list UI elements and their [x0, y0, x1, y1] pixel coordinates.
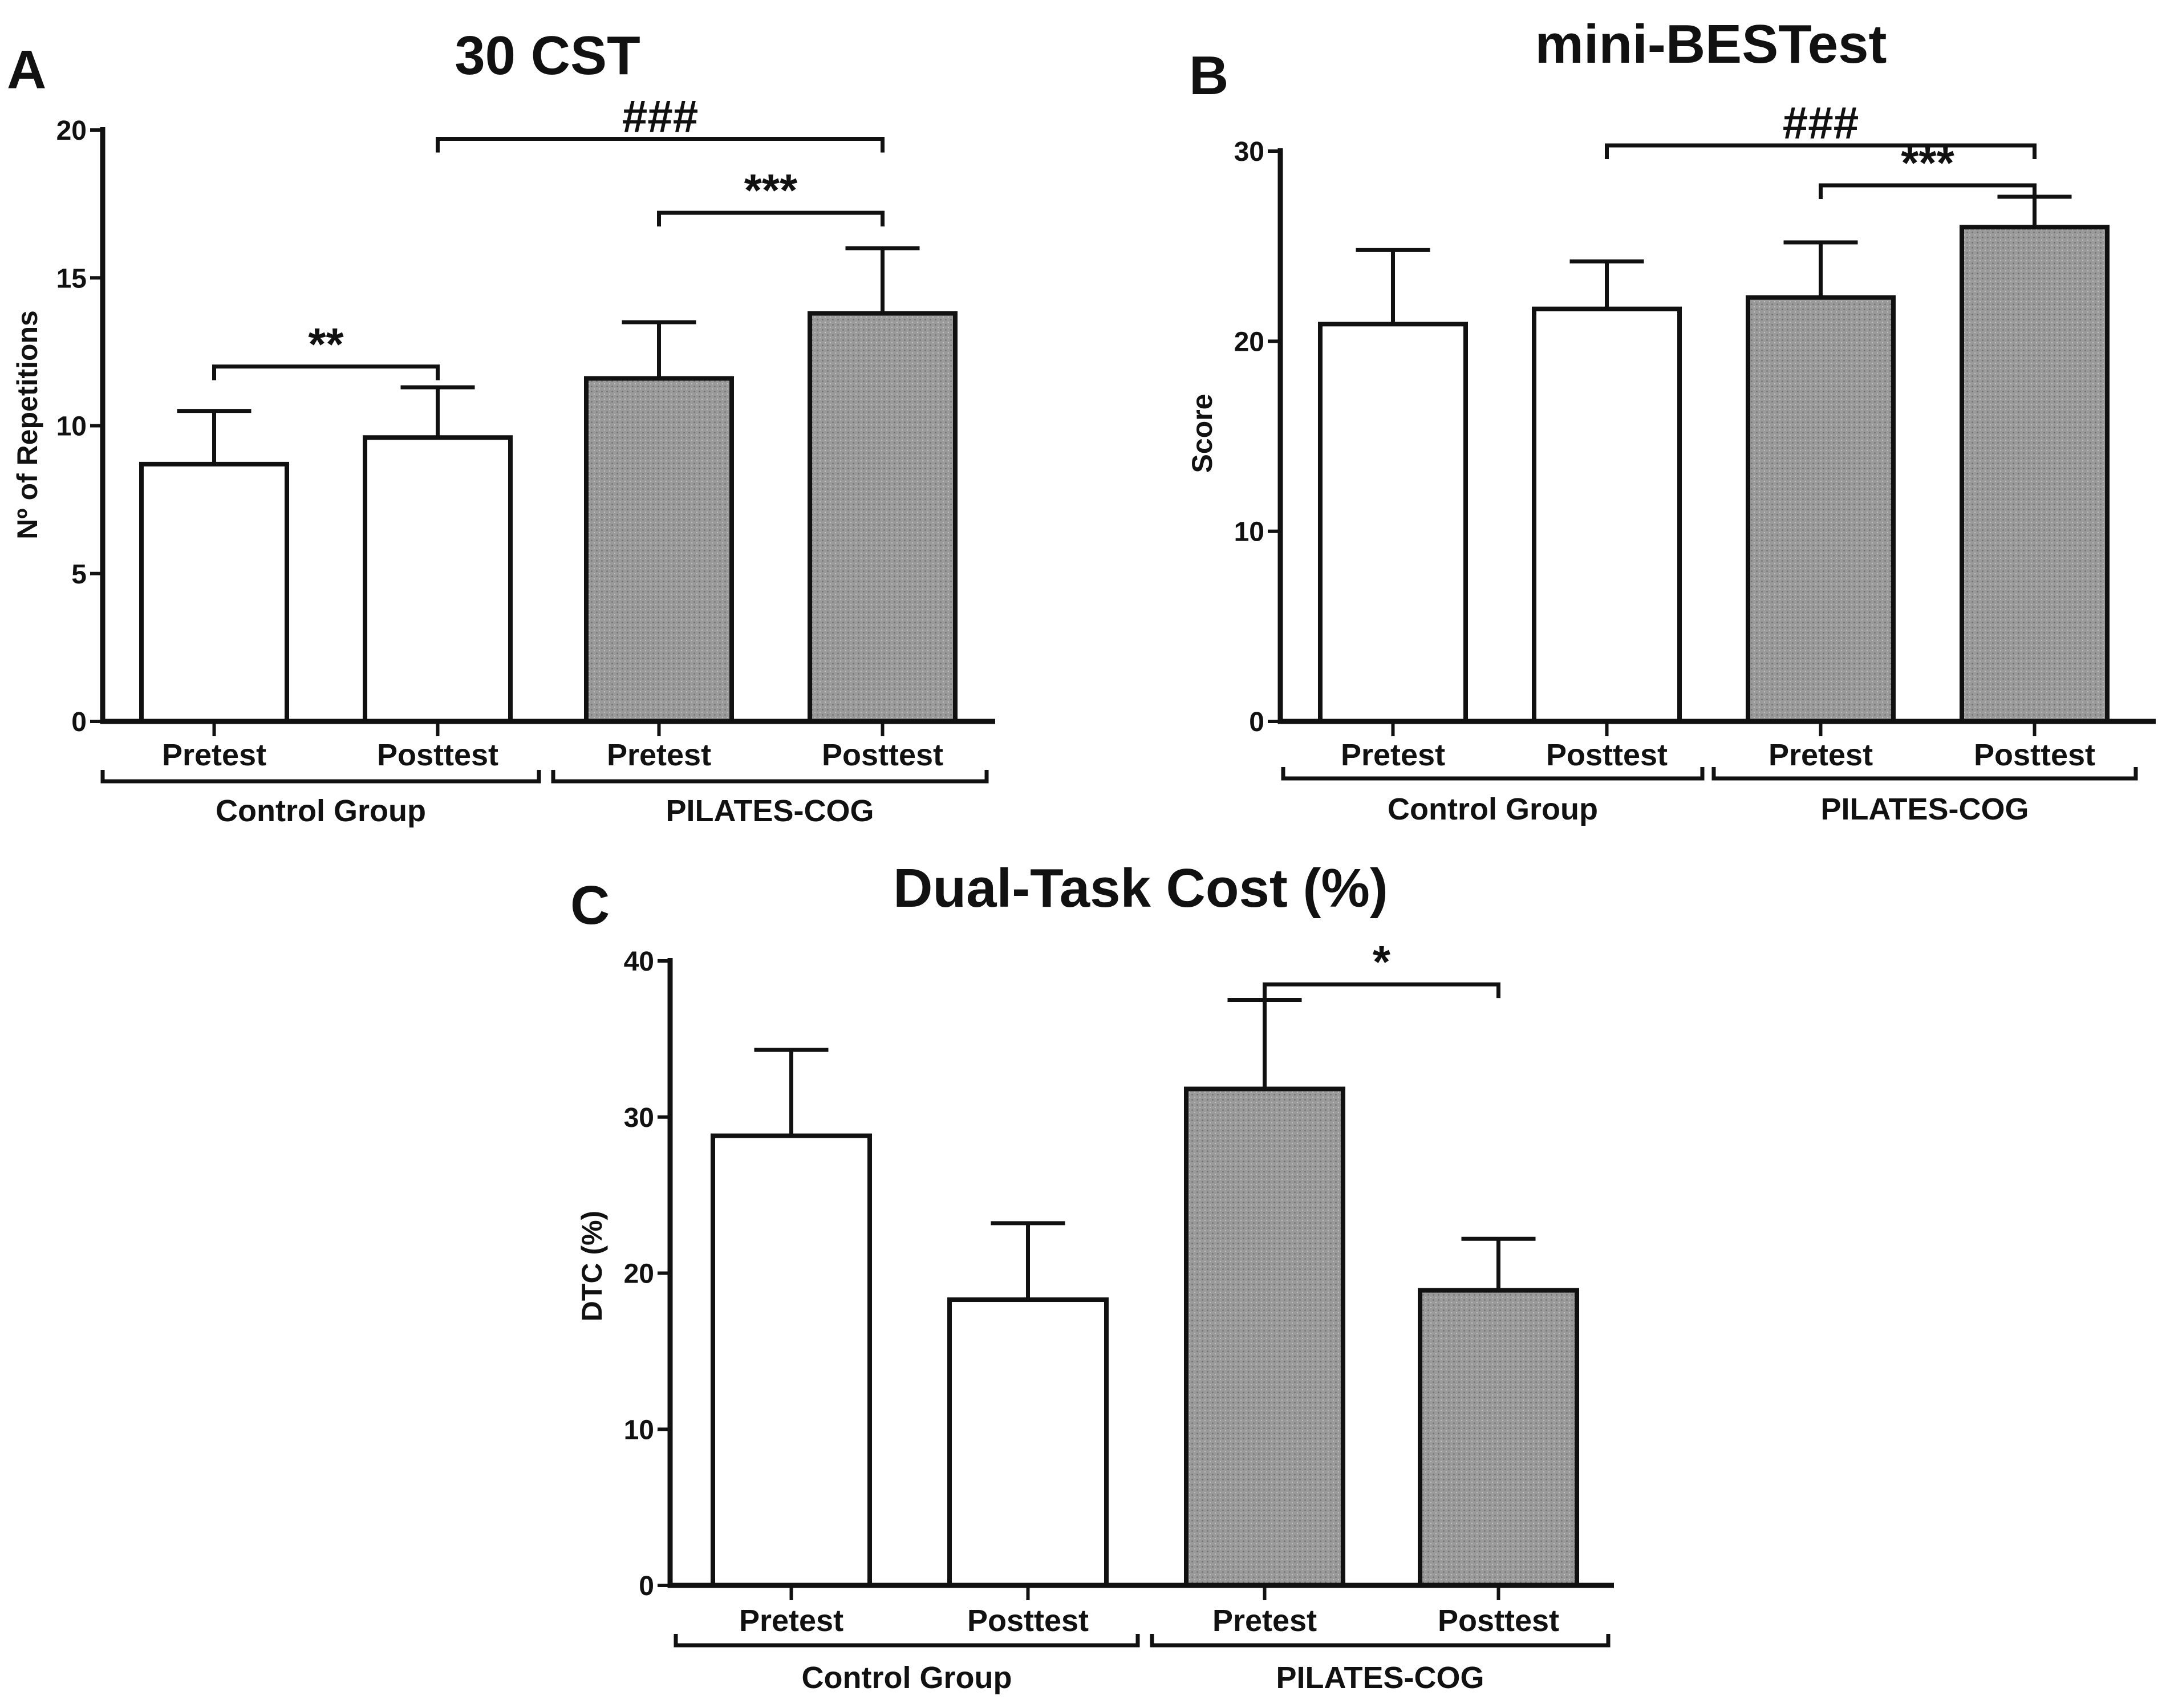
- significance-label: ###: [622, 91, 698, 142]
- x-tick-label: Posttest: [1974, 738, 2095, 772]
- bar: [365, 437, 510, 721]
- bar: [1420, 1291, 1577, 1585]
- figure-canvas: A 30 CST Nº of Repetitions 0 5 10 15 20 Prete…: [0, 0, 2162, 1708]
- panel-b-minibestest: B mini-BESTest Score 0 10 20 30 Pretest Postt…: [1186, 14, 2156, 826]
- y-tick-label: 10: [1234, 517, 1264, 547]
- y-axis-label: Nº of Repetitions: [11, 310, 43, 539]
- significance-label: ###: [1783, 98, 1859, 148]
- panel-letter-c: C: [570, 875, 610, 936]
- y-axis-label: DTC (%): [576, 1211, 608, 1321]
- group-label: PILATES-COG: [1820, 792, 2029, 826]
- x-tick-label: Pretest: [607, 738, 711, 772]
- x-tick-label: Pretest: [1212, 1604, 1317, 1638]
- group-label: Control Group: [1388, 792, 1598, 826]
- y-tick-label: 30: [624, 1103, 654, 1133]
- significance-label: *: [1373, 936, 1391, 987]
- significance-label: ***: [744, 165, 798, 216]
- panel-c-dual-task-cost: C Dual-Task Cost (%) DTC (%) 0 10 20 30 40 Pr…: [570, 858, 1614, 1695]
- y-axis-label: Score: [1186, 394, 1218, 473]
- bar: [1186, 1089, 1343, 1585]
- bar: [950, 1300, 1106, 1585]
- y-tick-label: 0: [639, 1571, 654, 1601]
- group-label: PILATES-COG: [1276, 1661, 1484, 1695]
- panel-a-30cst: A 30 CST Nº of Repetitions 0 5 10 15 20 Prete…: [7, 25, 995, 828]
- y-tick-label: 20: [1234, 327, 1264, 357]
- group-label: Control Group: [216, 794, 426, 828]
- chart-title: Dual-Task Cost (%): [893, 858, 1388, 919]
- y-tick-label: 10: [56, 412, 87, 442]
- x-tick-label: Pretest: [162, 738, 266, 772]
- x-tick-label: Posttest: [1438, 1604, 1559, 1638]
- y-tick-label: 30: [1234, 137, 1264, 167]
- y-tick-label: 20: [624, 1259, 654, 1289]
- panel-letter-b: B: [1189, 45, 1228, 106]
- x-tick-label: Pretest: [1341, 738, 1445, 772]
- significance-label: **: [308, 319, 344, 370]
- x-tick-label: Pretest: [1768, 738, 1873, 772]
- chart-title: mini-BESTest: [1535, 14, 1887, 75]
- x-tick-label: Posttest: [1546, 738, 1668, 772]
- bar: [1962, 227, 2107, 721]
- x-tick-label: Posttest: [967, 1604, 1089, 1638]
- y-tick-label: 0: [1249, 707, 1264, 737]
- bar: [1320, 324, 1466, 721]
- group-label: Control Group: [802, 1661, 1012, 1695]
- bar: [1748, 298, 1893, 721]
- x-tick-label: Pretest: [739, 1604, 843, 1638]
- x-tick-label: Posttest: [822, 738, 943, 772]
- x-tick-label: Posttest: [377, 738, 498, 772]
- group-label: PILATES-COG: [666, 794, 874, 828]
- bar: [1534, 309, 1680, 721]
- y-tick-label: 5: [71, 559, 87, 590]
- y-tick-label: 10: [624, 1415, 654, 1445]
- panel-letter-a: A: [7, 39, 46, 100]
- y-tick-label: 0: [71, 707, 87, 737]
- y-tick-label: 15: [56, 263, 87, 294]
- bar: [586, 379, 732, 721]
- bar: [141, 464, 287, 721]
- bar: [810, 313, 955, 721]
- y-tick-label: 20: [56, 116, 87, 146]
- chart-title: 30 CST: [455, 25, 640, 86]
- bar: [713, 1136, 870, 1585]
- y-tick-label: 40: [624, 947, 654, 977]
